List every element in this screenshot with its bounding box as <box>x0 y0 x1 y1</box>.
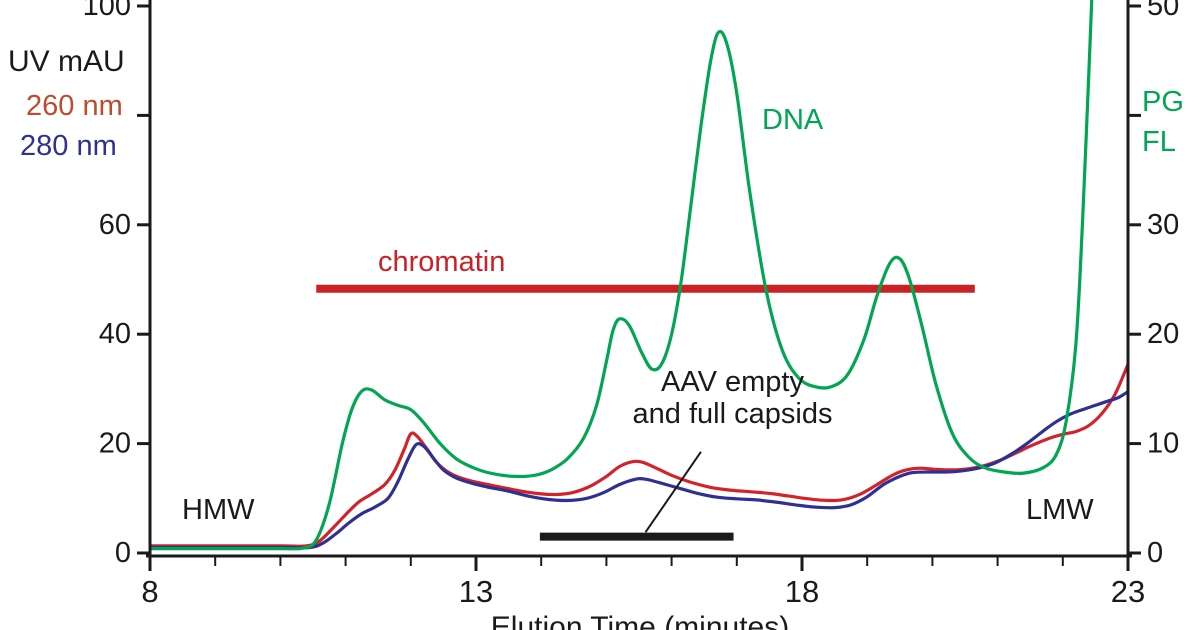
left-axis-tick-label: 20 <box>99 428 131 460</box>
x-axis-tick-label: 13 <box>459 574 493 609</box>
lmw-label: LMW <box>1026 494 1094 526</box>
legend-280nm-label: 280 nm <box>20 130 117 162</box>
right-axis-tick-label: 10 <box>1147 428 1179 460</box>
right-axis-tick-label: 50 <box>1147 0 1179 22</box>
hmw-label: HMW <box>182 494 255 526</box>
left-axis-tick-label: 0 <box>115 537 131 569</box>
right-axis-tick-label: 30 <box>1147 209 1179 241</box>
right-axis-tick-label: 20 <box>1147 318 1179 350</box>
right-axis-title-line1: PG <box>1142 86 1184 118</box>
left-axis-title: UV mAU <box>8 45 125 78</box>
left-axis-tick-label: 100 <box>83 0 131 22</box>
x-axis-tick-label: 18 <box>785 574 819 609</box>
aav-capsids-label-line2: and full capsids <box>632 398 833 430</box>
aav-capsids-leader-line <box>644 451 702 533</box>
left-axis-tick-label: 40 <box>99 318 131 350</box>
x-axis-tick-label: 8 <box>141 574 158 609</box>
series-curve-dna-picogreen-fluorescence <box>150 0 1094 551</box>
dna-annotation-label: DNA <box>762 104 824 136</box>
chromatin-annotation-label: chromatin <box>378 246 506 278</box>
legend-260nm-label: 260 nm <box>26 90 123 122</box>
x-axis-title: Elution Time (minutes) <box>490 611 790 630</box>
aav-capsids-label-line1: AAV empty <box>661 366 804 398</box>
right-axis-tick-label: 0 <box>1147 537 1163 569</box>
series-curve-280-nm <box>150 390 1128 550</box>
left-axis-tick-label: 60 <box>99 209 131 241</box>
x-axis-tick-label: 23 <box>1111 574 1145 609</box>
aav-capsids-annotation-label: AAV empty and full capsids <box>590 366 875 430</box>
right-axis-title-line2: FL <box>1142 126 1176 158</box>
